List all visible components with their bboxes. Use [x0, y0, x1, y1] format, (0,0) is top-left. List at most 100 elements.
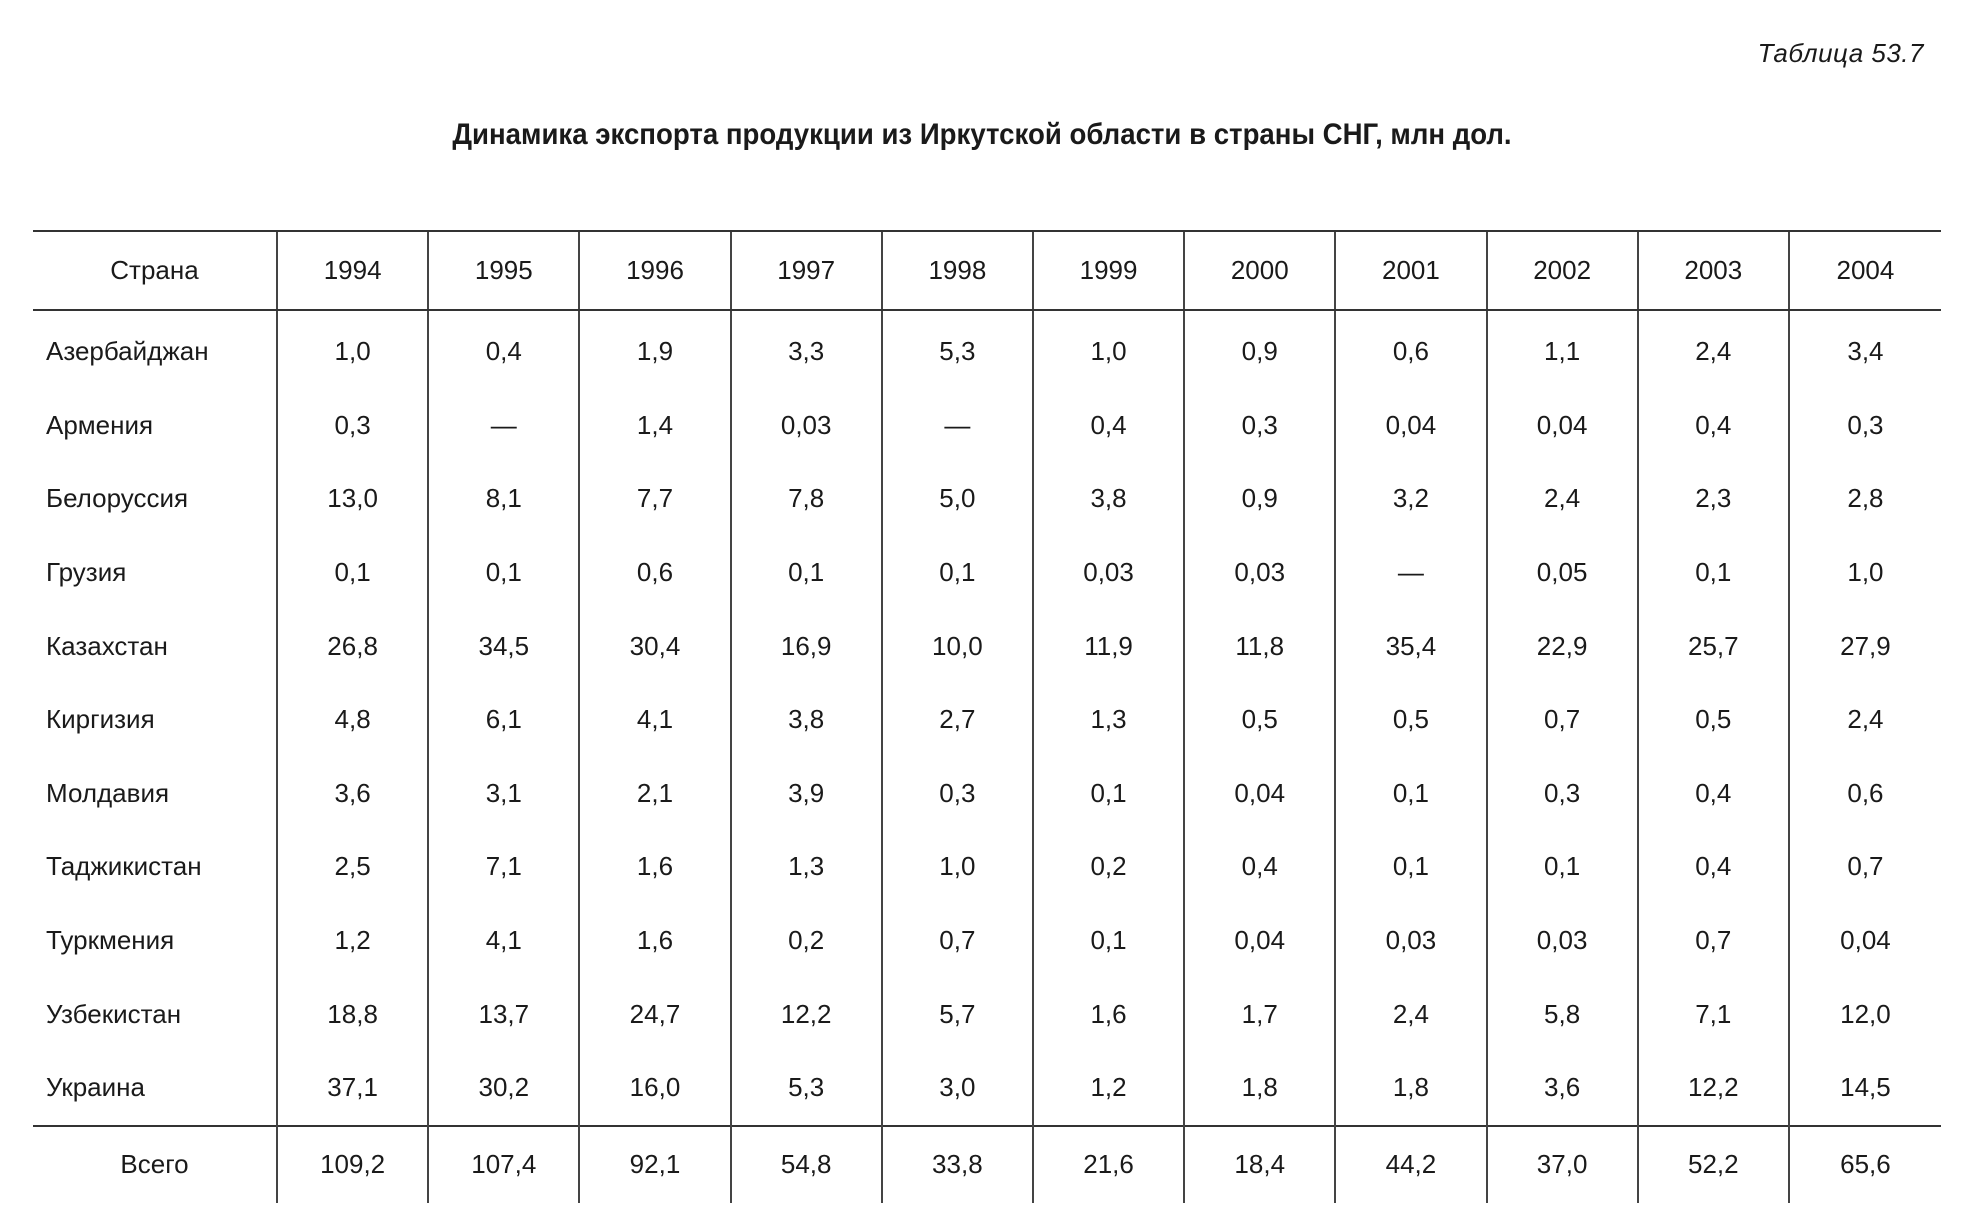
- country-name: Киргизия: [46, 704, 155, 735]
- value-cell: 24,7: [578, 977, 731, 1051]
- value-cell: 13,7: [427, 977, 580, 1051]
- column-header-year: 1995: [427, 230, 580, 311]
- value-cell: 3,3: [729, 310, 882, 389]
- value-cell: 0,1: [427, 535, 580, 610]
- value-cell: 5,7: [880, 977, 1033, 1051]
- value-cell: 0,7: [1787, 830, 1941, 904]
- value-cell: 0,04: [1485, 388, 1638, 463]
- value-cell: 1,8: [1334, 1050, 1487, 1126]
- value-cell: 2,4: [1485, 462, 1638, 536]
- value-cell: 0,6: [1334, 310, 1487, 389]
- column-header-year: 2000: [1183, 230, 1336, 311]
- value-cell: 0,9: [1183, 462, 1336, 536]
- value-cell: 6,1: [427, 682, 580, 757]
- country-name: Армения: [46, 409, 154, 440]
- value-cell: 34,5: [427, 609, 580, 683]
- value-cell: 3,4: [1787, 310, 1941, 389]
- value-cell: 0,4: [1183, 830, 1336, 904]
- value-cell: 1,6: [578, 830, 731, 904]
- country-name: Украина: [46, 1072, 145, 1103]
- total-cell: 18,4: [1183, 1124, 1336, 1203]
- value-cell: 3,6: [1485, 1050, 1638, 1126]
- total-cell: 33,8: [880, 1124, 1033, 1203]
- value-cell: 0,5: [1334, 682, 1487, 757]
- country-name: Молдавия: [46, 777, 170, 808]
- country-name: Белоруссия: [46, 483, 189, 514]
- value-cell: 0,3: [276, 388, 429, 463]
- value-cell: 5,8: [1485, 977, 1638, 1051]
- value-cell: 12,2: [1636, 1050, 1789, 1126]
- column-header-year: 2001: [1334, 230, 1487, 311]
- value-cell: 0,7: [1485, 682, 1638, 757]
- country-name: Казахстан: [46, 630, 168, 661]
- value-cell: 0,03: [729, 388, 882, 463]
- table-row: Грузия 0,1 0,1 0,6 0,1 0,1 0,03 0,03—0,05 0,1 1,0: [33, 535, 1941, 610]
- table-row: Молдавия 3,6 3,1 2,1 3,9 0,3 0,1 0,04 0,1 0,3 0,4 0…: [33, 756, 1941, 831]
- value-cell: 10,0: [880, 609, 1033, 683]
- value-cell: 0,9: [1183, 310, 1336, 389]
- value-cell: 1,0: [1787, 535, 1941, 610]
- value-cell: 7,1: [427, 830, 580, 904]
- value-cell: 5,0: [880, 462, 1033, 536]
- value-cell: 0,6: [578, 535, 731, 610]
- value-cell: 0,03: [1485, 903, 1638, 978]
- value-cell: 0,4: [1636, 830, 1789, 904]
- value-cell: 18,8: [276, 977, 429, 1051]
- table-row: Узбекистан 18,8 13,7 24,7 12,2 5,7 1,6 1,7 2,4 5,…: [33, 977, 1941, 1051]
- table-row: Армения 0,3—1,4 0,03—0,4 0,3 0,04 0,04 0,4 0,3: [33, 388, 1941, 463]
- value-cell: 0,1: [276, 535, 429, 610]
- value-cell: 0,1: [1334, 756, 1487, 831]
- total-cell: 107,4: [427, 1124, 580, 1203]
- country-name: Азербайджан: [46, 336, 209, 367]
- value-cell: 3,0: [880, 1050, 1033, 1126]
- country-name: Таджикистан: [46, 851, 202, 882]
- column-header-year: 2002: [1485, 230, 1638, 311]
- value-cell: 0,03: [1334, 903, 1487, 978]
- value-cell: 7,8: [729, 462, 882, 536]
- value-cell: 1,2: [1031, 1050, 1185, 1126]
- value-cell: 1,4: [578, 388, 731, 463]
- value-cell: 14,5: [1787, 1050, 1941, 1126]
- value-cell: 0,1: [880, 535, 1033, 610]
- value-cell: 2,4: [1334, 977, 1487, 1051]
- value-cell: 0,04: [1183, 756, 1336, 831]
- value-cell: 0,1: [1334, 830, 1487, 904]
- value-cell: 1,1: [1485, 310, 1638, 389]
- value-cell: 0,1: [1636, 535, 1789, 610]
- page-title: Динамика экспорта продукции из Иркутской…: [452, 118, 1512, 151]
- total-row: Всего 109,2 107,4 92,1 54,8 33,8 21,6 18…: [33, 1124, 1941, 1203]
- column-header-year: 1994: [276, 230, 429, 311]
- value-cell: 3,8: [1031, 462, 1185, 536]
- value-cell: 0,2: [1031, 830, 1185, 904]
- column-header-country: Страна: [33, 230, 278, 311]
- export-table: Страна 1994 1995 1996 1997 1998 1999 200…: [33, 230, 1941, 1203]
- total-cell: 54,8: [729, 1124, 882, 1203]
- total-cell: 65,6: [1787, 1124, 1941, 1203]
- value-cell: 3,1: [427, 756, 580, 831]
- value-cell: 0,05: [1485, 535, 1638, 610]
- column-header-year: 1997: [729, 230, 882, 311]
- value-cell: 0,1: [1031, 903, 1185, 978]
- value-cell: 0,03: [1183, 535, 1336, 610]
- value-cell: 0,04: [1787, 903, 1941, 978]
- table-row: Таджикистан 2,5 7,1 1,6 1,3 1,0 0,2 0,4 0,1 0,1 0,…: [33, 830, 1941, 904]
- value-cell: 1,3: [729, 830, 882, 904]
- value-cell: 2,3: [1636, 462, 1789, 536]
- value-cell: 1,6: [578, 903, 731, 978]
- value-cell: 8,1: [427, 462, 580, 536]
- value-cell: 26,8: [276, 609, 429, 683]
- value-cell: 35,4: [1334, 609, 1487, 683]
- value-cell: 7,7: [578, 462, 731, 536]
- value-cell: 0,1: [1031, 756, 1185, 831]
- total-cell: 21,6: [1031, 1124, 1185, 1203]
- value-cell: 30,4: [578, 609, 731, 683]
- value-cell: 0,4: [1636, 756, 1789, 831]
- country-name: Туркмения: [46, 925, 175, 956]
- value-cell: 2,4: [1636, 310, 1789, 389]
- value-cell: 1,2: [276, 903, 429, 978]
- value-cell: 1,0: [276, 310, 429, 389]
- value-cell: 27,9: [1787, 609, 1941, 683]
- value-cell: 11,9: [1031, 609, 1185, 683]
- value-cell: 22,9: [1485, 609, 1638, 683]
- value-cell: 1,7: [1183, 977, 1336, 1051]
